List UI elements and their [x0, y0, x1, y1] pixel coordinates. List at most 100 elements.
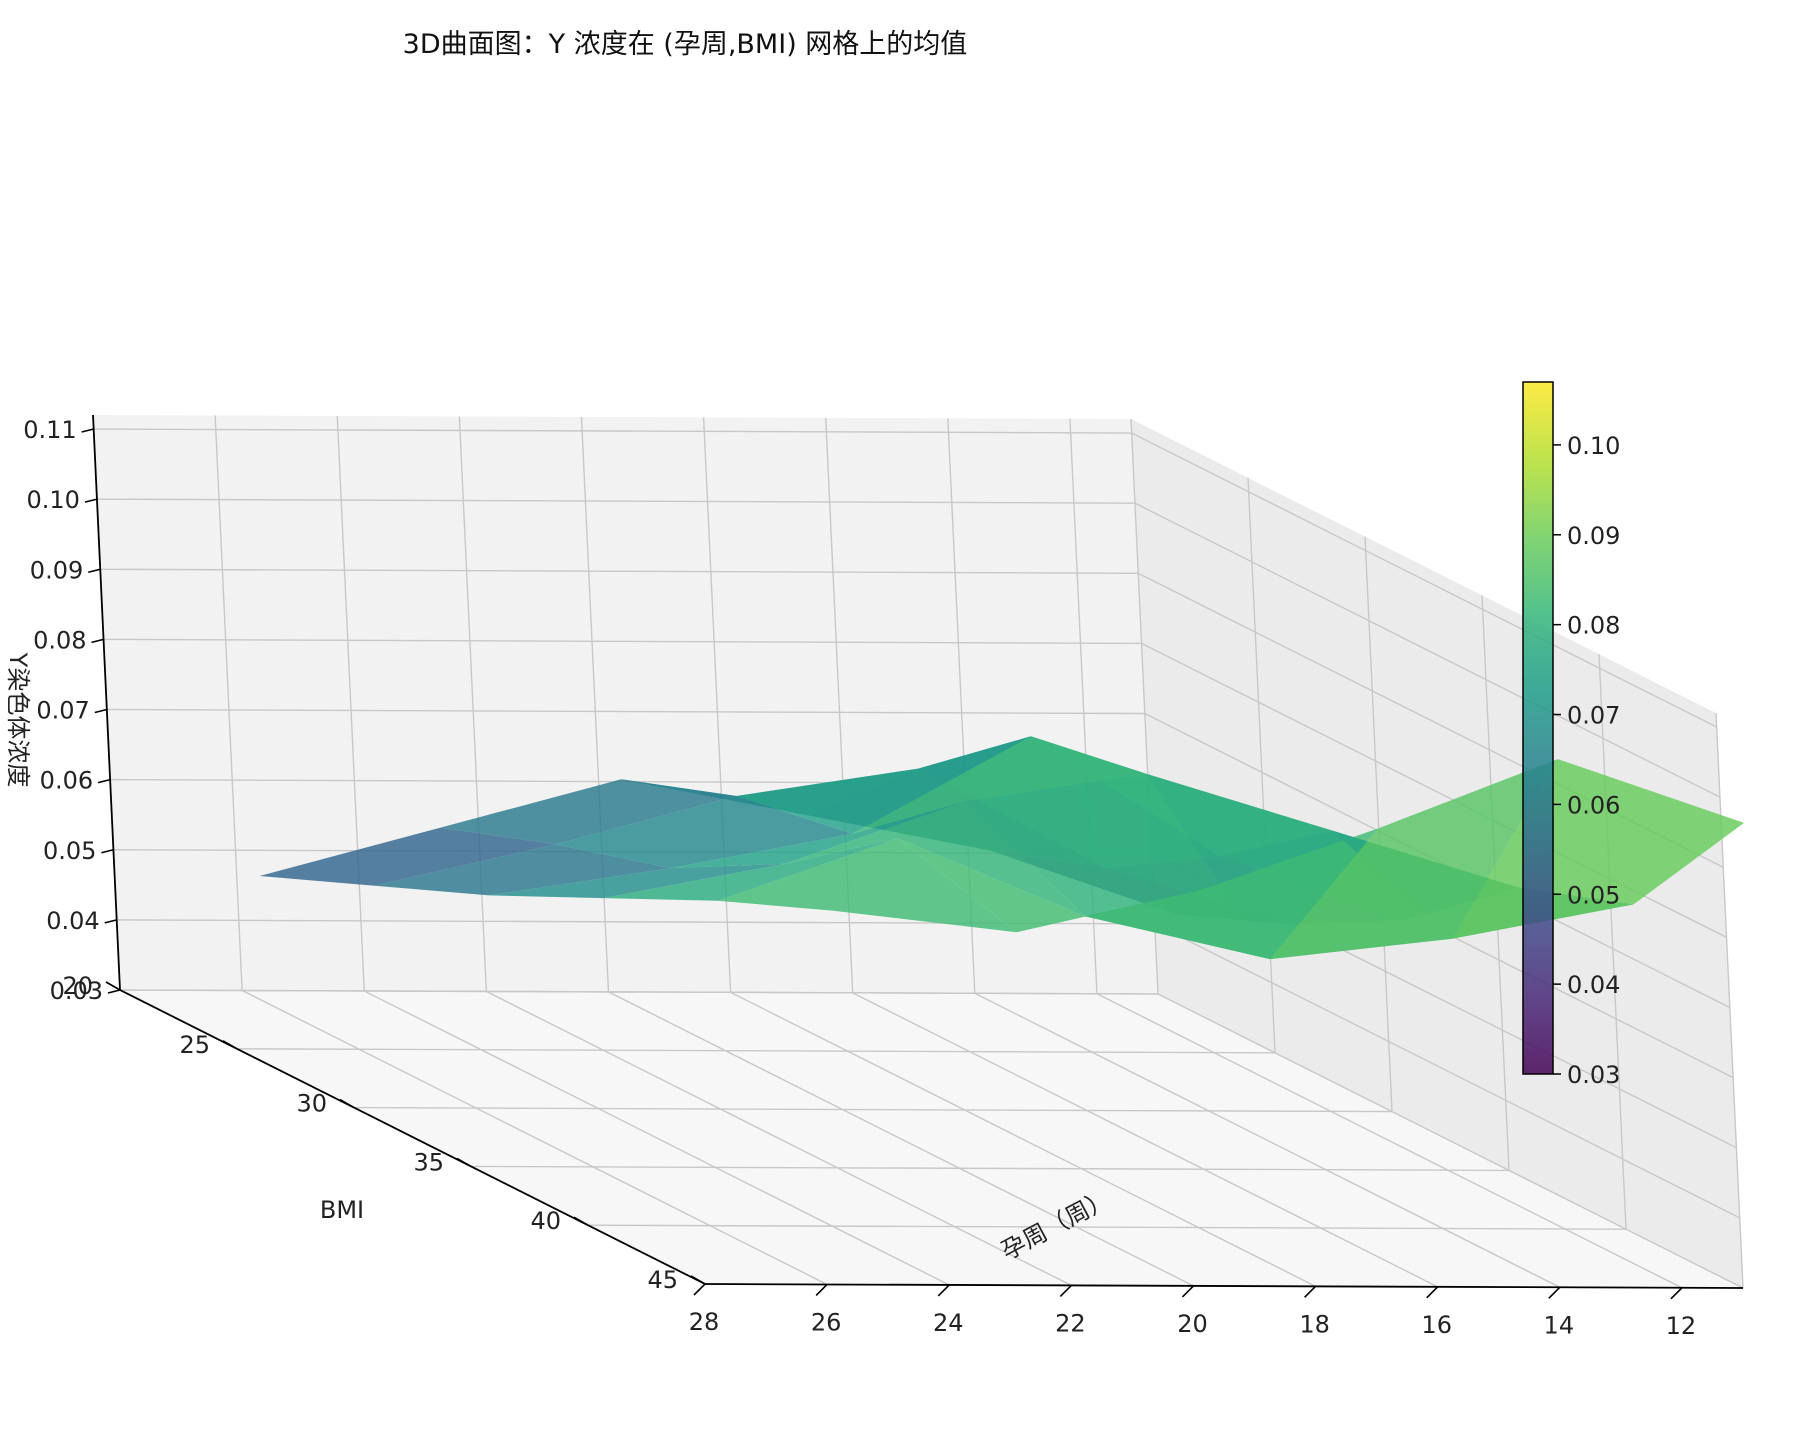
grid-line-y-wall	[1715, 712, 1744, 1289]
colorbar-tick-label: 0.09	[1567, 522, 1620, 550]
grid-line-z	[1154, 923, 1741, 1219]
z-tick	[91, 638, 104, 644]
surface-patch	[784, 801, 1085, 917]
y-tick	[222, 1040, 238, 1050]
grid-line-z	[106, 708, 1145, 715]
grid-line-y	[236, 1048, 1276, 1054]
grid-line-x	[608, 991, 1194, 1287]
surface-patch	[897, 838, 1198, 933]
x-tick	[693, 1283, 706, 1296]
colorbar: 0.03 0.04 0.05 0.06 0.07 0.08 0.09 0.10	[1522, 381, 1620, 1089]
surface-patch	[489, 863, 785, 899]
floor-pane	[120, 990, 1743, 1288]
z-tick	[88, 568, 101, 574]
z-tick-label: 0.10	[27, 486, 80, 514]
grid-line-y	[470, 1165, 1510, 1172]
grid-line-z	[119, 989, 1159, 995]
tick-labels: 0.03 0.04 0.05 0.06 0.07 0.08 0.09 0.10 0.11 12 14…	[23, 416, 1696, 1340]
x-tick	[1181, 1285, 1195, 1298]
grid-line-z	[103, 638, 1142, 645]
z-tick-label: 0.05	[43, 837, 96, 865]
grid-line-x-wall	[336, 415, 365, 991]
x-tick	[1670, 1287, 1683, 1300]
z-tick-label: 0.06	[40, 767, 93, 795]
grid-line-z	[96, 498, 1135, 504]
z-tick	[94, 708, 108, 714]
colorbar-tick-label: 0.08	[1567, 612, 1620, 640]
colorbar-tick-label: 0.03	[1567, 1061, 1620, 1089]
colorbar-tick-label: 0.10	[1567, 432, 1620, 460]
z-tick-label: 0.11	[23, 416, 76, 444]
y-tick-label: 30	[296, 1090, 327, 1118]
x-tick-label: 26	[811, 1308, 842, 1336]
grid-line-x	[730, 991, 1316, 1287]
grid-line-x	[974, 992, 1561, 1288]
y-tick	[456, 1157, 472, 1168]
z-tick	[107, 989, 121, 994]
x-tick-label: 22	[1055, 1309, 1086, 1337]
y-tick-label: 25	[179, 1031, 210, 1059]
y-axis-label: BMI	[320, 1196, 364, 1224]
grid-line-z	[1157, 993, 1744, 1289]
grid-line-y-wall	[1364, 536, 1393, 1112]
y-tick-label: 20	[62, 972, 93, 1000]
x-tick-label: 20	[1177, 1310, 1208, 1338]
y-tick	[339, 1098, 355, 1109]
grid-line-x	[486, 990, 1072, 1287]
y-tick	[105, 981, 121, 991]
axes	[81, 414, 1744, 1300]
grid-line-x-wall	[214, 415, 243, 991]
grid-line-z	[93, 428, 1132, 434]
grid-line-x-wall	[458, 416, 488, 992]
grid-line-z	[1131, 432, 1717, 728]
grid-line-x	[852, 992, 1439, 1288]
x-tick	[1426, 1286, 1439, 1299]
y-tick-label: 35	[413, 1148, 444, 1176]
surface-patch	[374, 844, 671, 896]
surface-patch	[440, 779, 737, 845]
x-tick	[1304, 1285, 1317, 1298]
grid-line-z	[1134, 502, 1721, 798]
colorbar-gradient	[1522, 381, 1554, 1075]
surface-patch	[1084, 828, 1378, 960]
x-tick	[1548, 1286, 1561, 1299]
x-tick-label: 18	[1299, 1310, 1330, 1338]
z-tick-label: 0.03	[50, 977, 103, 1005]
y-axis-line	[119, 989, 706, 1285]
z-axis-label: Y染色体浓度	[4, 652, 32, 788]
z-tick	[101, 848, 114, 854]
surface-patch	[717, 838, 1017, 933]
z-axis-line	[92, 414, 121, 991]
z-tick-label: 0.04	[46, 907, 99, 935]
x-tick-label: 14	[1544, 1311, 1575, 1339]
z-tick-label: 0.07	[36, 697, 89, 725]
colorbar-tick-label: 0.06	[1567, 791, 1620, 819]
z-tick	[84, 498, 98, 503]
surface-patch	[259, 827, 556, 886]
y-tick-label: 40	[530, 1207, 561, 1235]
z-tick	[81, 428, 94, 433]
grid-line-x	[1096, 993, 1683, 1289]
colorbar-tick-label: 0.07	[1567, 702, 1620, 730]
z-tick	[97, 778, 111, 784]
x-axis-line	[704, 1283, 1744, 1289]
x-tick-label: 16	[1421, 1311, 1452, 1339]
z-tick	[104, 919, 117, 924]
colorbar-tick-label: 0.05	[1567, 881, 1620, 909]
surface-patch	[1269, 759, 1558, 960]
y-tick	[573, 1216, 589, 1226]
surface-plot	[259, 736, 1744, 960]
grid-line-y	[587, 1224, 1627, 1230]
grid-line-y	[353, 1106, 1393, 1113]
x-tick	[1059, 1284, 1072, 1297]
y-tick	[690, 1275, 706, 1285]
grid-line-x	[241, 989, 828, 1286]
grid-line-y-wall	[1598, 654, 1627, 1230]
chart-title: 3D曲面图：Y 浓度在 (孕周,BMI) 网格上的均值	[403, 29, 968, 60]
surface-patch	[603, 838, 898, 901]
x-tick-label: 28	[689, 1308, 720, 1336]
z-tick-label: 0.09	[30, 556, 83, 584]
grid-line-z	[100, 568, 1139, 574]
colorbar-tick-label: 0.04	[1567, 971, 1620, 999]
